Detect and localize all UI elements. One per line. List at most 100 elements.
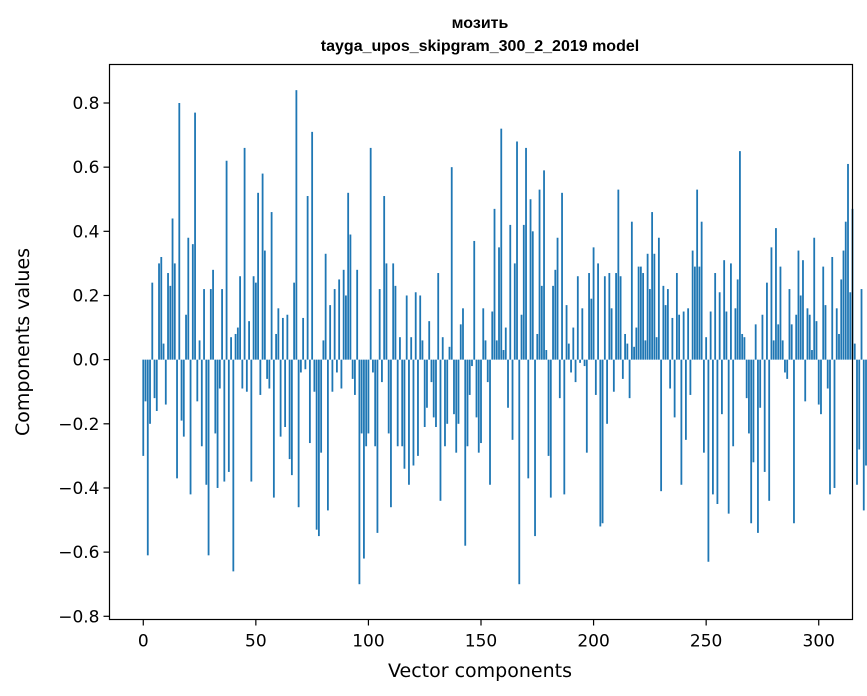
bar [680,359,683,485]
bar [696,189,699,360]
bar [270,212,273,360]
bar [660,359,663,492]
bar [297,359,300,508]
bar [214,359,217,434]
bar [601,359,604,524]
bar [142,359,145,456]
x-tick-label: 50 [245,632,267,652]
bar [691,250,694,360]
bar [218,359,221,389]
bar [160,256,163,360]
bar [689,359,692,395]
bar [333,289,336,360]
bar [153,359,156,399]
y-tick-label: −0.2 [58,415,99,435]
bar [369,147,372,360]
bar [579,359,581,363]
bar [766,282,768,360]
bar [840,279,843,360]
bar [617,189,620,360]
bar [187,237,190,360]
bar [633,346,635,360]
bar [581,308,584,360]
x-tick-label: 100 [352,632,384,652]
bar [272,359,275,498]
bar [257,192,259,360]
bar [811,350,813,360]
bar [354,359,356,395]
bar [475,359,478,418]
bar [727,359,730,514]
bar [507,359,509,408]
bar [227,359,230,472]
bar [842,250,845,360]
bar [833,359,836,488]
bar [363,359,365,559]
bar [473,240,476,360]
bar [847,163,849,360]
bar [583,359,586,367]
bar [410,337,413,360]
bar [511,359,514,440]
bar [423,359,426,428]
bar [405,295,408,360]
bar [565,305,568,360]
plot-frame [108,63,854,621]
bar [570,359,572,373]
x-tick-label: 250 [690,632,722,652]
bar [259,359,262,395]
bar [673,359,676,418]
bar [392,263,395,360]
bar [313,359,316,392]
bar [716,359,719,504]
bar [635,327,638,360]
bar [480,359,482,444]
bar [554,269,557,360]
bar [545,350,548,360]
bar [820,359,822,415]
bar [700,221,703,360]
chart-subtitle: tayga_upos_skipgram_300_2_2019 model [321,38,639,55]
bar [768,359,771,501]
bar [642,273,645,360]
bar [268,359,271,389]
bar [504,327,507,360]
bar [730,263,732,360]
bar [464,359,467,546]
bar [207,359,210,556]
bar [784,359,786,373]
bar [648,289,651,360]
x-tick-label: 150 [465,632,497,652]
bar [790,324,793,360]
bar [567,343,570,360]
bar [826,359,829,389]
bar [453,359,455,415]
bar [709,311,712,360]
bar [322,340,325,360]
bar [693,266,696,360]
bar [387,359,390,434]
bar [757,359,759,533]
bar [750,359,753,524]
bar [707,359,710,562]
bar [682,311,685,360]
bar [320,359,323,453]
bar [241,359,244,389]
bar [372,359,374,373]
bar [412,359,415,466]
x-tick-label: 0 [138,632,149,652]
bar [277,308,280,360]
bar [498,247,500,360]
bar [651,212,654,360]
bar [534,359,536,537]
bar [239,276,241,360]
bar [714,273,717,360]
bar [484,340,487,360]
bar [547,359,550,456]
bar [705,337,708,360]
bar [376,359,379,533]
y-tick-label: 0.6 [72,158,99,178]
x-tick-label: 300 [803,632,835,652]
bar [308,359,311,444]
